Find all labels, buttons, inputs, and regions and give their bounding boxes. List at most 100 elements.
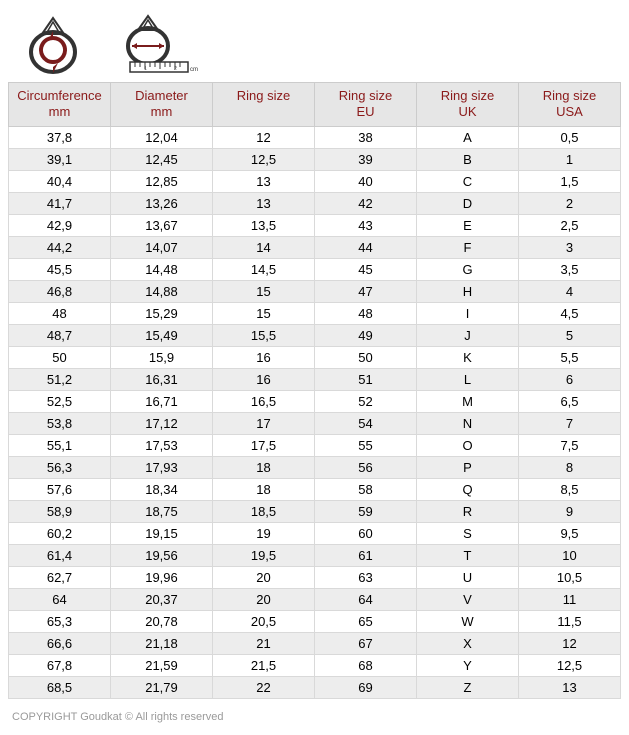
table-cell: 11,5 — [519, 610, 621, 632]
table-cell: Q — [417, 478, 519, 500]
table-row: 53,817,121754N7 — [9, 412, 621, 434]
icons-row: 1 2 cm — [8, 8, 621, 82]
table-cell: 16,31 — [111, 368, 213, 390]
table-cell: 69 — [315, 676, 417, 698]
column-header-line1: Ring size — [319, 88, 412, 104]
table-row: 40,412,851340C1,5 — [9, 170, 621, 192]
table-cell: 13 — [213, 170, 315, 192]
table-cell: 8 — [519, 456, 621, 478]
table-row: 55,117,5317,555O7,5 — [9, 434, 621, 456]
table-row: 57,618,341858Q8,5 — [9, 478, 621, 500]
table-row: 67,821,5921,568Y12,5 — [9, 654, 621, 676]
table-cell: 65,3 — [9, 610, 111, 632]
table-cell: 13 — [213, 192, 315, 214]
table-cell: 2,5 — [519, 214, 621, 236]
table-cell: 13,5 — [213, 214, 315, 236]
table-cell: 64 — [315, 588, 417, 610]
table-cell: 21,18 — [111, 632, 213, 654]
table-cell: 0,5 — [519, 126, 621, 148]
table-cell: 41,7 — [9, 192, 111, 214]
table-cell: 48 — [9, 302, 111, 324]
column-header-line1: Circumference — [13, 88, 106, 104]
table-cell: 18 — [213, 456, 315, 478]
table-cell: 66,6 — [9, 632, 111, 654]
table-cell: 18,5 — [213, 500, 315, 522]
table-cell: 39 — [315, 148, 417, 170]
table-cell: 64 — [9, 588, 111, 610]
table-cell: 68 — [315, 654, 417, 676]
table-cell: 15,9 — [111, 346, 213, 368]
table-cell: 10,5 — [519, 566, 621, 588]
table-row: 62,719,962063U10,5 — [9, 566, 621, 588]
table-cell: 6,5 — [519, 390, 621, 412]
table-cell: 48 — [315, 302, 417, 324]
table-cell: 20 — [213, 566, 315, 588]
table-body: 37,812,041238A0,539,112,4512,539B140,412… — [9, 126, 621, 698]
table-cell: 62,7 — [9, 566, 111, 588]
table-cell: 60,2 — [9, 522, 111, 544]
table-cell: J — [417, 324, 519, 346]
table-cell: N — [417, 412, 519, 434]
table-cell: 15 — [213, 280, 315, 302]
table-cell: 55,1 — [9, 434, 111, 456]
table-cell: 19,56 — [111, 544, 213, 566]
table-cell: 18 — [213, 478, 315, 500]
table-cell: 21,59 — [111, 654, 213, 676]
table-cell: 15 — [213, 302, 315, 324]
table-cell: 20,5 — [213, 610, 315, 632]
column-header-line2: mm — [13, 104, 106, 120]
table-cell: V — [417, 588, 519, 610]
column-header-2: Ring size — [213, 83, 315, 127]
table-cell: 40 — [315, 170, 417, 192]
table-cell: 55 — [315, 434, 417, 456]
table-cell: T — [417, 544, 519, 566]
table-cell: 48,7 — [9, 324, 111, 346]
table-cell: 6 — [519, 368, 621, 390]
table-cell: 58 — [315, 478, 417, 500]
table-cell: 20,78 — [111, 610, 213, 632]
table-cell: 9 — [519, 500, 621, 522]
table-cell: 16,71 — [111, 390, 213, 412]
table-cell: E — [417, 214, 519, 236]
column-header-3: Ring sizeEU — [315, 83, 417, 127]
table-cell: D — [417, 192, 519, 214]
table-row: 46,814,881547H4 — [9, 280, 621, 302]
table-cell: K — [417, 346, 519, 368]
table-cell: 13 — [519, 676, 621, 698]
table-cell: 14,48 — [111, 258, 213, 280]
table-cell: 19,5 — [213, 544, 315, 566]
table-row: 41,713,261342D2 — [9, 192, 621, 214]
table-cell: 44,2 — [9, 236, 111, 258]
table-cell: 17,5 — [213, 434, 315, 456]
column-header-line2: USA — [523, 104, 616, 120]
table-cell: H — [417, 280, 519, 302]
table-cell: Z — [417, 676, 519, 698]
table-cell: 51 — [315, 368, 417, 390]
table-cell: X — [417, 632, 519, 654]
table-cell: U — [417, 566, 519, 588]
table-cell: 67,8 — [9, 654, 111, 676]
table-cell: 60 — [315, 522, 417, 544]
ring-size-table: CircumferencemmDiametermmRing size Ring … — [8, 82, 621, 699]
column-header-0: Circumferencemm — [9, 83, 111, 127]
table-row: 52,516,7116,552M6,5 — [9, 390, 621, 412]
table-cell: 15,29 — [111, 302, 213, 324]
table-cell: 2 — [519, 192, 621, 214]
column-header-line1: Ring size — [217, 88, 310, 104]
table-cell: 14,5 — [213, 258, 315, 280]
table-cell: 17,93 — [111, 456, 213, 478]
table-cell: 45,5 — [9, 258, 111, 280]
column-header-4: Ring sizeUK — [417, 83, 519, 127]
table-cell: 13,26 — [111, 192, 213, 214]
table-cell: 43 — [315, 214, 417, 236]
table-cell: 51,2 — [9, 368, 111, 390]
table-cell: 50 — [315, 346, 417, 368]
table-row: 60,219,151960S9,5 — [9, 522, 621, 544]
table-cell: 16 — [213, 368, 315, 390]
column-header-line1: Ring size — [421, 88, 514, 104]
svg-text:cm: cm — [190, 67, 198, 73]
table-cell: W — [417, 610, 519, 632]
svg-text:2: 2 — [174, 66, 177, 72]
table-cell: 20 — [213, 588, 315, 610]
column-header-line2: EU — [319, 104, 412, 120]
